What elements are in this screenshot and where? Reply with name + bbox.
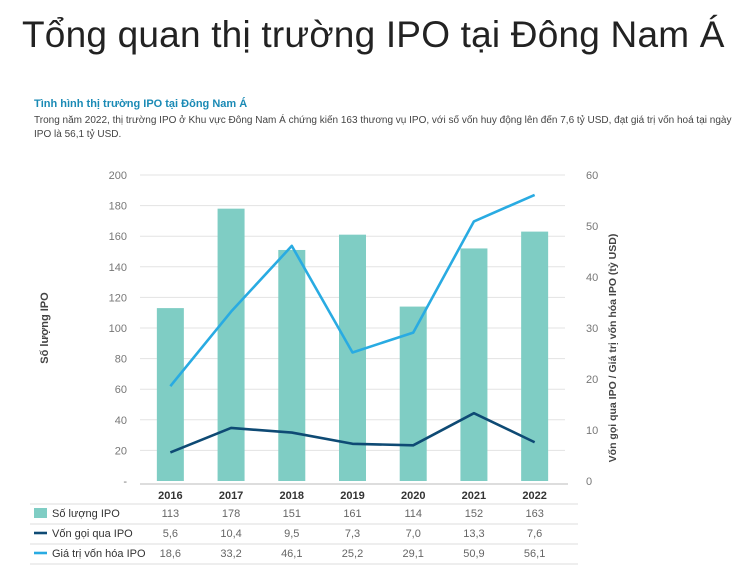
legend-label: Vốn gọi qua IPO (52, 528, 133, 540)
table-cell: 7,0 (406, 528, 421, 540)
x-tick-label: 2020 (401, 490, 425, 502)
bar-2017 (217, 208, 245, 481)
y-tick-label: 160 (109, 231, 127, 243)
y2-tick-label: 0 (586, 476, 592, 488)
table-cell: 114 (404, 508, 422, 520)
y-tick-label: 180 (109, 201, 127, 213)
table-cell: 46,1 (281, 548, 302, 560)
y2-tick-label: 60 (586, 170, 598, 182)
legend-swatch-bar (34, 508, 47, 518)
table-cell: 7,3 (345, 528, 360, 540)
x-tick-label: 2016 (158, 490, 182, 502)
y-tick-label: 20 (115, 445, 127, 457)
y-tick-label: - (123, 476, 127, 488)
bar-2019 (339, 234, 366, 481)
page-title: Tổng quan thị trường IPO tại Đông Nam Á (22, 14, 725, 55)
line-gia-tri-von-hoa-ipo (169, 193, 536, 387)
x-tick-label: 2022 (522, 490, 546, 502)
table-cell: 5,6 (163, 528, 178, 540)
bar-2022 (521, 231, 549, 481)
table-cell: 113 (162, 508, 180, 520)
y2-tick-label: 50 (586, 221, 598, 233)
table-cell: 13,3 (463, 528, 484, 540)
table-cell: 18,6 (160, 548, 181, 560)
chart-subtitle: Tình hình thị trường IPO tại Đông Nam Á (34, 98, 248, 110)
y-tick-label: 200 (109, 170, 127, 182)
legend-label: Giá trị vốn hóa IPO (52, 548, 146, 560)
line-series (169, 193, 536, 454)
bar-2016 (156, 308, 184, 481)
x-tick-label: 2021 (462, 490, 486, 502)
y2-tick-label: 40 (586, 272, 598, 284)
chart-description: Trong năm 2022, thị trường IPO ở Khu vực… (34, 115, 732, 140)
x-tick-label: 2017 (219, 490, 243, 502)
table-cell: 163 (525, 508, 543, 520)
y-tick-label: 40 (115, 415, 127, 427)
table-cell: 25,2 (342, 548, 363, 560)
line-von-goi-qua-ipo (169, 411, 536, 454)
x-tick-label: 2018 (280, 490, 304, 502)
table-cell: 152 (465, 508, 483, 520)
y-tick-label: 60 (115, 384, 127, 396)
data-table: Số lượng IPO 113 178 151 161 114 152 163 Vốn gọi… (30, 503, 578, 565)
table-cell: 161 (343, 508, 361, 520)
y-tick-label: 120 (109, 292, 127, 304)
table-cell: 29,1 (403, 548, 424, 560)
y-tick-label: 140 (109, 262, 127, 274)
table-cell: 56,1 (524, 548, 545, 560)
table-cell: 178 (222, 508, 240, 520)
bar-2021 (460, 248, 488, 481)
table-cell: 10,4 (220, 528, 241, 540)
table-cell: 33,2 (220, 548, 241, 560)
x-tick-label: 2019 (340, 490, 364, 502)
bar-series-so-luong-ipo (156, 208, 549, 481)
axes: - 20 40 60 80 100 120 140 160 180 200 0 10 20 30 40 50 60… (39, 170, 619, 502)
table-cell: 7,6 (527, 528, 542, 540)
bar-2018 (278, 249, 306, 481)
y-axis-title: Số lượng IPO (39, 292, 51, 364)
y2-tick-label: 10 (586, 425, 598, 437)
y-tick-label: 100 (109, 323, 127, 335)
y-tick-label: 80 (115, 354, 127, 366)
y2-tick-label: 30 (586, 323, 598, 335)
table-cell: 50,9 (463, 548, 484, 560)
legend-label: Số lượng IPO (52, 508, 120, 520)
y2-tick-label: 20 (586, 374, 598, 386)
table-cell: 9,5 (284, 528, 299, 540)
y2-axis-title: Vốn gọi qua IPO / Giá trị vốn hóa IPO (t… (607, 234, 619, 463)
table-cell: 151 (283, 508, 301, 520)
